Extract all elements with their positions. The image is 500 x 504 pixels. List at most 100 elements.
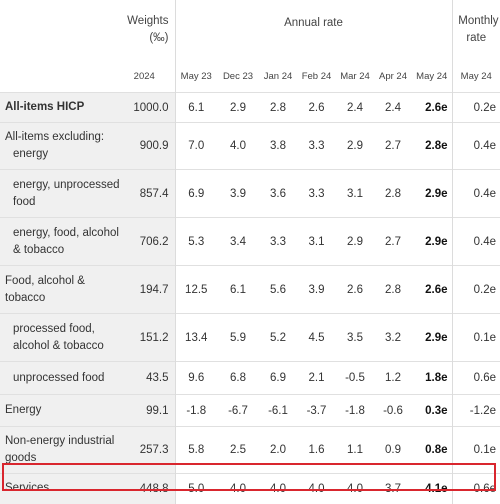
cell-may23: 12.5 — [174, 265, 217, 314]
cell-feb24: 2.6 — [308, 101, 325, 114]
cell-may24: 2.9e — [412, 169, 453, 218]
cell-monthly: 0.2e — [473, 101, 496, 114]
cell-may24: 0.8e — [412, 426, 453, 474]
col-feb24: Feb 24 — [301, 70, 332, 82]
cell-jan24: 5.2 — [270, 331, 286, 344]
table-row: energy, unprocessed food 857.4 6.9 3.9 3.… — [0, 169, 500, 218]
table-row: energy, food, alcohol & tobacco 706.2 5.3… — [0, 217, 500, 266]
cell-may24: 0.3e — [412, 394, 453, 427]
cell-feb24: 4.5 — [308, 331, 325, 344]
annual-rate-label: Annual rate — [284, 16, 343, 29]
cell-feb24: 3.1 — [308, 235, 325, 248]
cell-may24: 2.6e — [412, 265, 453, 314]
cell-dec23: 4.0 — [230, 140, 246, 152]
cell-may24: 2.9e — [412, 217, 453, 266]
col-dec23: Dec 23 — [222, 70, 254, 82]
cell-feb24: 3.3 — [308, 187, 325, 200]
cell-mar24: 1.1 — [347, 444, 363, 456]
cell-apr24: 2.7 — [385, 235, 401, 248]
cell-apr24: 2.8 — [385, 187, 401, 200]
row-label: Energy — [0, 394, 120, 427]
table-row: Non-energy industrial goods 257.3 5.8 2.5… — [0, 426, 500, 474]
cell-monthly: -1.2e — [469, 404, 496, 417]
cell-jan24: 4.0 — [270, 482, 286, 495]
weights-header: Weights (‰) — [120, 0, 175, 60]
table-row: unprocessed food 43.5 9.6 6.8 6.9 2.1 -0… — [0, 361, 500, 395]
col-may23: May 23 — [174, 60, 217, 93]
cell-may24: 2.6e — [412, 92, 453, 123]
cell-apr24: 0.9 — [385, 444, 401, 456]
table-row: Food, alcohol & tobacco 194.7 12.5 6.1 5.… — [0, 265, 500, 314]
cell-dec23: 3.9 — [230, 187, 246, 200]
cell-may23: 5.8 — [174, 426, 217, 474]
cell-may23: 7.0 — [174, 122, 217, 170]
cell-feb24: -3.7 — [306, 404, 327, 417]
header-row-periods: 2024 May 23 Dec 23 Jan 24 Feb 24 Mar 24 … — [0, 60, 500, 93]
weights-unit: (‰) — [149, 32, 169, 44]
cell-monthly: 0.1e — [473, 444, 496, 456]
cell-may24: 2.9e — [412, 313, 453, 362]
cell-feb24: 3.3 — [308, 140, 325, 152]
cell-jan24: -6.1 — [268, 404, 288, 417]
cell-apr24: 1.2 — [385, 372, 401, 384]
col-may24-monthly: May 24 — [460, 70, 492, 82]
cell-monthly: 0.4e — [473, 235, 496, 248]
cell-monthly: 0.2e — [473, 283, 496, 296]
row-weight: 257.3 — [120, 426, 175, 474]
row-label: unprocessed food — [0, 361, 120, 395]
annual-rate-header: Annual rate — [174, 0, 453, 60]
col-jan24: Jan 24 — [263, 70, 293, 82]
row-label: energy, unprocessed food — [0, 169, 120, 218]
cell-dec23: 6.8 — [230, 372, 246, 384]
table-row: All-items excluding: energy 900.9 7.0 4.0… — [0, 122, 500, 170]
row-label: energy, food, alcohol & tobacco — [0, 217, 120, 266]
cell-feb24: 3.9 — [308, 283, 325, 296]
cell-mar24: -0.5 — [345, 372, 365, 384]
row-weight: 194.7 — [120, 265, 175, 314]
row-weight: 43.5 — [120, 361, 175, 395]
cell-jan24: 2.0 — [270, 444, 286, 456]
cell-apr24: 2.8 — [385, 283, 401, 296]
row-label: Non-energy industrial goods — [0, 426, 120, 474]
cell-jan24: 6.9 — [270, 372, 286, 384]
table-row-services: Services 448.8 5.0 4.0 4.0 4.0 4.0 3.7 4… — [0, 473, 500, 504]
cell-mar24: 2.4 — [347, 101, 363, 114]
row-label: Food, alcohol & tobacco — [0, 265, 120, 314]
header-row-top: Weights (‰) Annual rate Monthly rate — [0, 0, 500, 60]
cell-dec23: 2.9 — [230, 101, 246, 114]
cell-apr24: -0.6 — [383, 404, 403, 417]
table-row: processed food, alcohol & tobacco 151.2 1… — [0, 313, 500, 362]
row-weight: 857.4 — [120, 169, 175, 218]
row-label: processed food, alcohol & tobacco — [0, 313, 120, 362]
row-weight: 1000.0 — [120, 92, 175, 123]
cell-apr24: 2.7 — [385, 140, 401, 152]
cell-may24: 2.8e — [412, 122, 453, 170]
cell-feb24: 4.0 — [308, 482, 325, 495]
cell-mar24: -1.8 — [345, 404, 365, 417]
cell-monthly: 0.6e — [473, 372, 496, 384]
cell-jan24: 3.8 — [270, 140, 286, 152]
row-weight: 151.2 — [120, 313, 175, 362]
row-label: All-items HICP — [0, 92, 120, 123]
cell-dec23: 5.9 — [230, 331, 246, 344]
col-may24-annual: May 24 — [412, 60, 453, 93]
cell-jan24: 3.6 — [270, 187, 286, 200]
cell-apr24: 2.4 — [385, 101, 401, 114]
cell-dec23: 2.5 — [230, 444, 246, 456]
table-row: Energy 99.1 -1.8 -6.7 -6.1 -3.7 -1.8 -0.… — [0, 394, 500, 427]
cell-mar24: 2.9 — [347, 140, 363, 152]
cell-mar24: 3.1 — [347, 187, 363, 200]
row-label: Services — [0, 473, 120, 504]
cell-jan24: 2.8 — [270, 101, 286, 114]
cell-dec23: 6.1 — [230, 283, 246, 296]
cell-dec23: 4.0 — [230, 482, 246, 495]
cell-may24: 1.8e — [412, 361, 453, 395]
cell-may23: 9.6 — [174, 361, 217, 395]
cell-may23: 6.1 — [174, 92, 217, 123]
cell-mar24: 2.9 — [347, 235, 363, 248]
row-weight: 99.1 — [120, 394, 175, 427]
cell-monthly: 0.6e — [473, 482, 496, 495]
col-apr24: Apr 24 — [379, 70, 407, 82]
cell-jan24: 3.3 — [270, 235, 286, 248]
